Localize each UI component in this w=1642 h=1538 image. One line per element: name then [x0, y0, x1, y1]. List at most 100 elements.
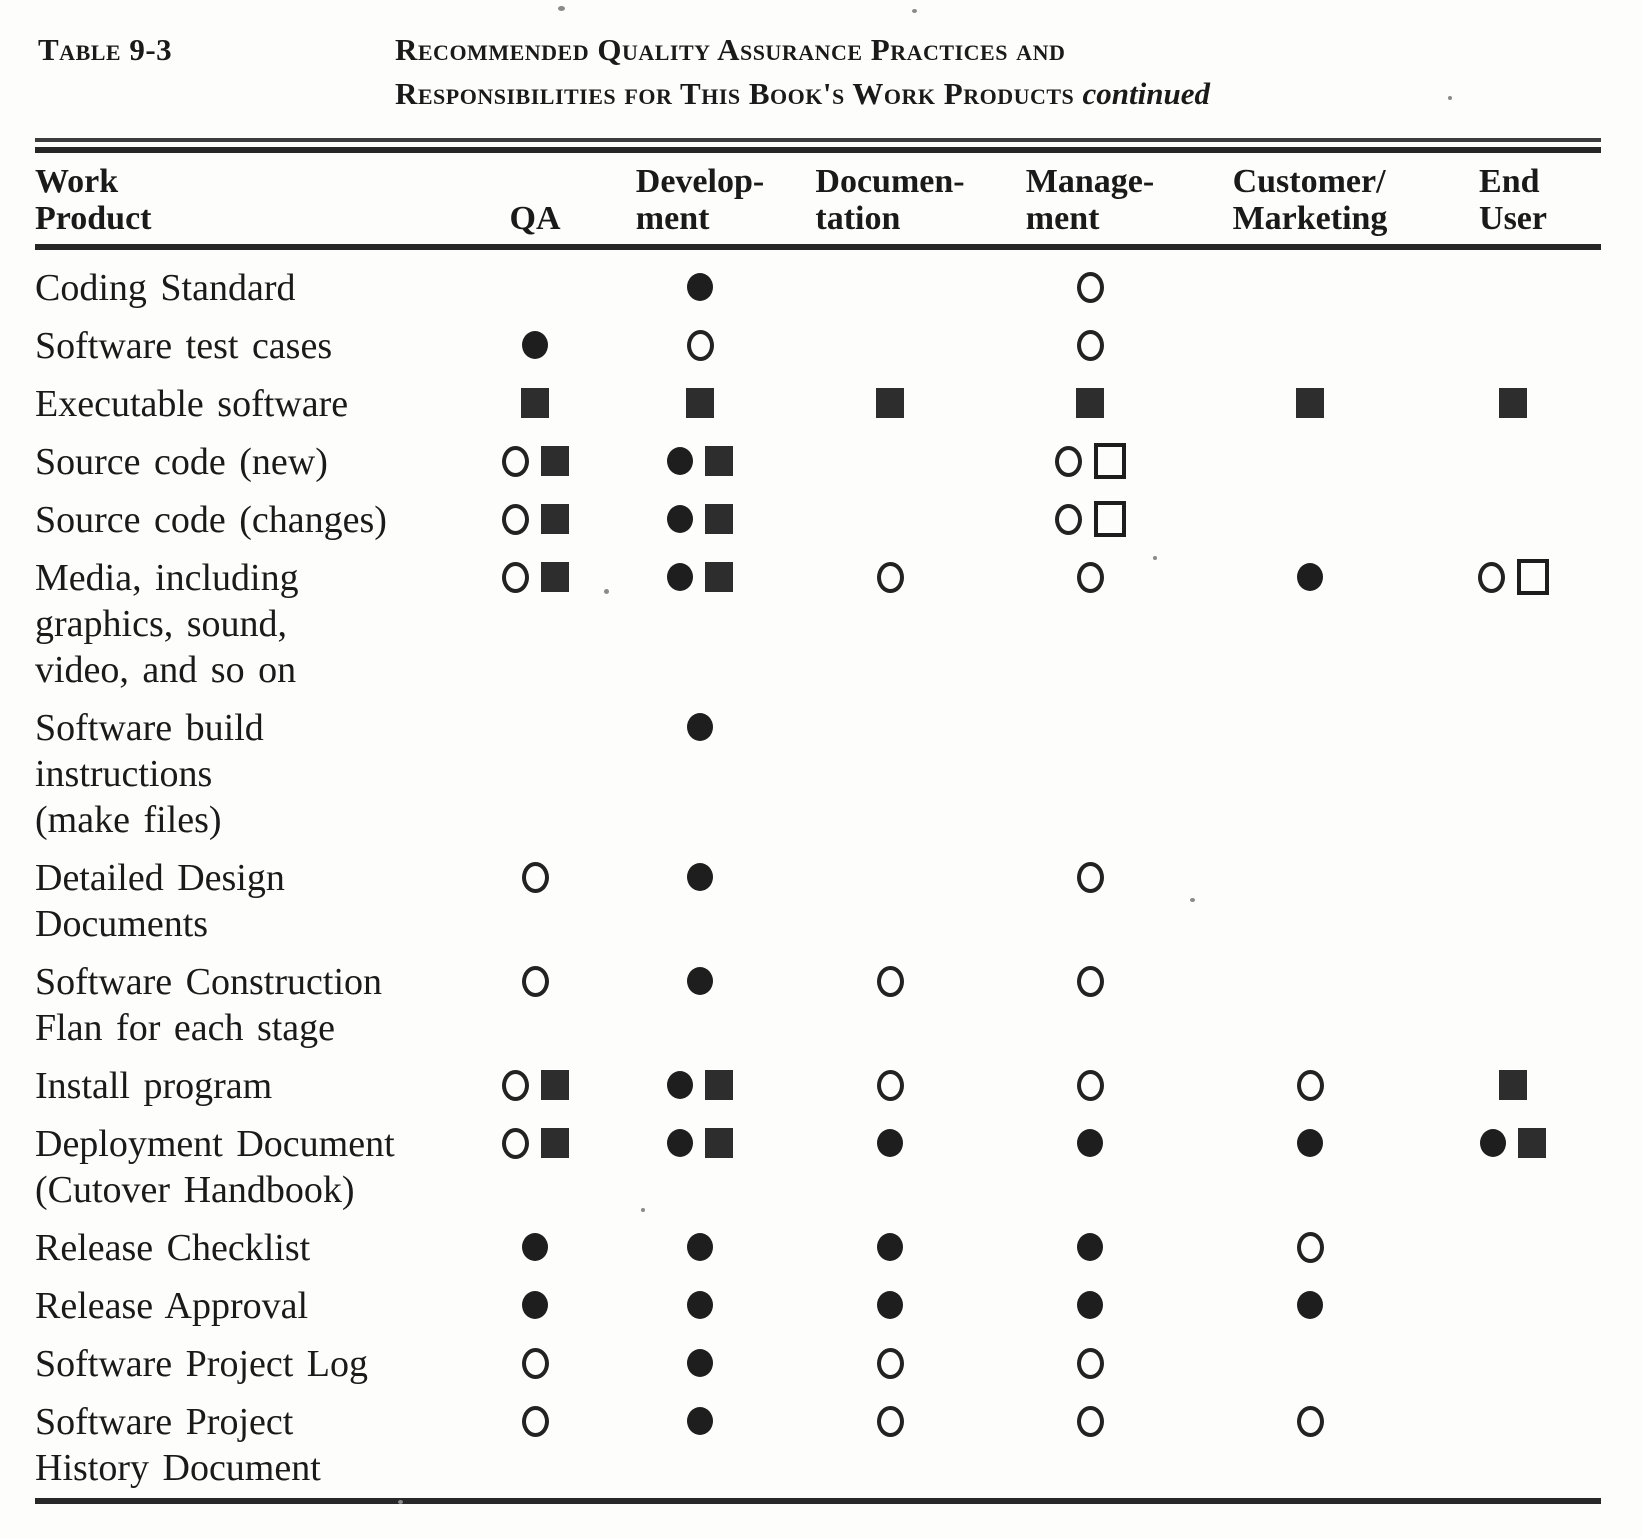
symbol-cell-end_user [1425, 850, 1601, 954]
filled-square-icon [540, 562, 569, 593]
symbol-cell-development [605, 1278, 795, 1336]
work-product-label-line: Deployment Document [35, 1123, 395, 1165]
scan-speckle [641, 1208, 645, 1212]
symbol-cell-documentation [795, 247, 985, 318]
symbol-cell-end_user [1425, 954, 1601, 1058]
symbol-cell-end_user [1425, 247, 1601, 318]
column-header-text: End User [1479, 163, 1547, 237]
filled-circle-icon [687, 273, 713, 302]
table-row: Coding Standard [35, 247, 1601, 318]
table-row: Release Checklist [35, 1220, 1601, 1278]
symbol-cell-management [985, 1336, 1195, 1394]
symbol-cell-customer_marketing [1195, 1336, 1425, 1394]
symbol-cell-customer_marketing [1195, 1116, 1425, 1220]
open-circle-icon [876, 1069, 904, 1101]
symbol-cell-development [605, 318, 795, 376]
work-product-label-line: video, and so on [35, 649, 297, 691]
work-product-label-line: (make files) [35, 799, 222, 841]
open-circle-icon [1076, 861, 1104, 893]
scan-speckle [1448, 96, 1452, 100]
column-header-customer_marketing: Customer/Marketing [1195, 159, 1425, 250]
filled-circle-icon [687, 1407, 713, 1436]
symbol-cell-customer_marketing [1195, 1278, 1425, 1336]
filled-circle-icon [1297, 563, 1323, 592]
open-circle-icon [1076, 965, 1104, 997]
filled-circle-icon [687, 1291, 713, 1320]
symbol-cell-documentation [795, 492, 985, 550]
work-product-label-line: Software test cases [35, 325, 333, 367]
symbol-cell-documentation [795, 1058, 985, 1116]
header-row: Work Product QA Develop-ment Documen-tation M… [35, 159, 1601, 250]
column-header-documentation: Documen-tation [795, 159, 985, 250]
symbol-cell-customer_marketing [1195, 376, 1425, 434]
scan-speckle [1190, 898, 1195, 902]
open-circle-icon [1296, 1405, 1324, 1437]
filled-circle-icon [687, 863, 713, 892]
column-header-text: Develop-ment [635, 163, 765, 237]
table-title-line-1: Recommended Quality Assurance Practices … [395, 32, 1066, 67]
work-product-label-line: Documents [35, 903, 209, 945]
symbol-cell-end_user [1425, 1336, 1601, 1394]
open-circle-icon [501, 1069, 529, 1101]
filled-circle-icon [877, 1129, 903, 1158]
symbol-cell-end_user [1425, 700, 1601, 850]
filled-square-icon [705, 562, 733, 593]
filled-circle-icon [522, 1291, 548, 1320]
table-row: Release Approval [35, 1278, 1601, 1336]
column-header-end_user: End User [1425, 159, 1601, 250]
symbol-cell-end_user [1425, 492, 1601, 550]
work-product-label-line: (Cutover Handbook) [35, 1169, 355, 1211]
filled-square-icon [1499, 388, 1527, 419]
filled-circle-icon [1077, 1291, 1103, 1320]
symbol-cell-development [605, 550, 795, 700]
symbol-cell-documentation [795, 1278, 985, 1336]
filled-circle-icon [877, 1291, 903, 1320]
filled-circle-icon [687, 967, 713, 996]
open-circle-icon [876, 561, 904, 593]
filled-circle-icon [1297, 1129, 1323, 1158]
work-product-label: Coding Standard [35, 247, 465, 318]
filled-square-icon [1296, 388, 1324, 419]
filled-circle-icon [687, 1233, 713, 1262]
symbol-cell-management [985, 247, 1195, 318]
symbol-cell-qa [465, 1336, 605, 1394]
symbol-cell-development [605, 247, 795, 318]
symbol-cell-documentation [795, 954, 985, 1058]
symbol-cell-management [985, 434, 1195, 492]
filled-square-icon [540, 504, 569, 535]
symbol-cell-management [985, 492, 1195, 550]
filled-circle-icon [667, 505, 693, 534]
continued-marker: continued [1082, 76, 1211, 111]
qa-practices-table: Work Product QA Develop-ment Documen-tation M… [35, 159, 1601, 1504]
table-header: Work Product QA Develop-ment Documen-tation M… [35, 159, 1601, 250]
symbol-cell-documentation [795, 1394, 985, 1501]
open-circle-icon [1296, 1069, 1324, 1101]
filled-circle-icon [877, 1233, 903, 1262]
open-circle-icon [501, 1127, 529, 1159]
filled-circle-icon [1077, 1233, 1103, 1262]
open-circle-icon [876, 965, 904, 997]
table-number-label: Table 9-3 [38, 32, 173, 67]
work-product-label-line: Coding Standard [35, 267, 296, 309]
symbol-cell-management [985, 1058, 1195, 1116]
symbol-cell-documentation [795, 1336, 985, 1394]
table-row: Software test cases [35, 318, 1601, 376]
symbol-cell-development [605, 1394, 795, 1501]
table-top-rule [35, 138, 1601, 153]
symbol-cell-customer_marketing [1195, 1394, 1425, 1501]
work-product-label-line: Detailed Design [35, 857, 285, 899]
filled-circle-icon [667, 1129, 693, 1158]
symbol-cell-development [605, 700, 795, 850]
work-product-label-line: Source code (new) [35, 441, 328, 483]
work-product-label: Detailed Design Documents [35, 850, 465, 954]
scan-speckle [1153, 556, 1157, 560]
filled-circle-icon [1077, 1129, 1103, 1158]
symbol-cell-end_user [1425, 376, 1601, 434]
table-row: Software Project History Document [35, 1394, 1601, 1501]
work-product-label: Software build instructions (make files) [35, 700, 465, 850]
symbol-cell-management [985, 850, 1195, 954]
open-circle-icon [521, 861, 549, 893]
symbol-cell-documentation [795, 850, 985, 954]
symbol-cell-development [605, 1058, 795, 1116]
work-product-label-line: Software build [35, 707, 264, 749]
